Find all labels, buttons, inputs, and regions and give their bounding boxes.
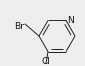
- Text: N: N: [67, 16, 74, 25]
- Text: Cl: Cl: [42, 57, 50, 66]
- Text: Br: Br: [14, 22, 24, 31]
